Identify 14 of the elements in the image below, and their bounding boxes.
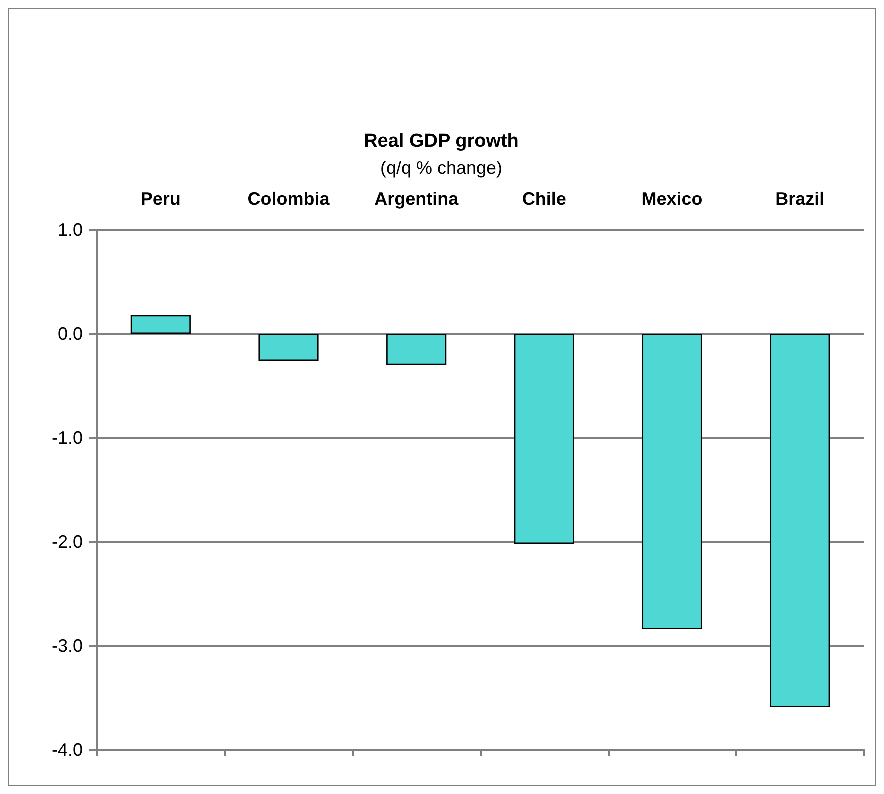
x-tick-label: Mexico: [642, 189, 703, 209]
x-tick-label: Peru: [140, 189, 181, 209]
chart-subtitle: (q/q % change): [380, 158, 503, 178]
x-tick-label: Brazil: [776, 189, 825, 209]
chart-title: Real GDP growth: [364, 131, 519, 152]
x-tick-label: Colombia: [248, 189, 331, 209]
x-tick-label: Chile: [522, 189, 566, 209]
y-tick-label: 1.0: [58, 220, 83, 240]
y-tick-label: 0.0: [58, 324, 83, 344]
y-tick-label: -3.0: [52, 636, 83, 656]
y-tick-label: -2.0: [52, 532, 83, 552]
y-tick-label: -1.0: [52, 428, 83, 448]
y-tick-label: -4.0: [52, 740, 83, 760]
x-tick-label: Argentina: [374, 189, 460, 209]
